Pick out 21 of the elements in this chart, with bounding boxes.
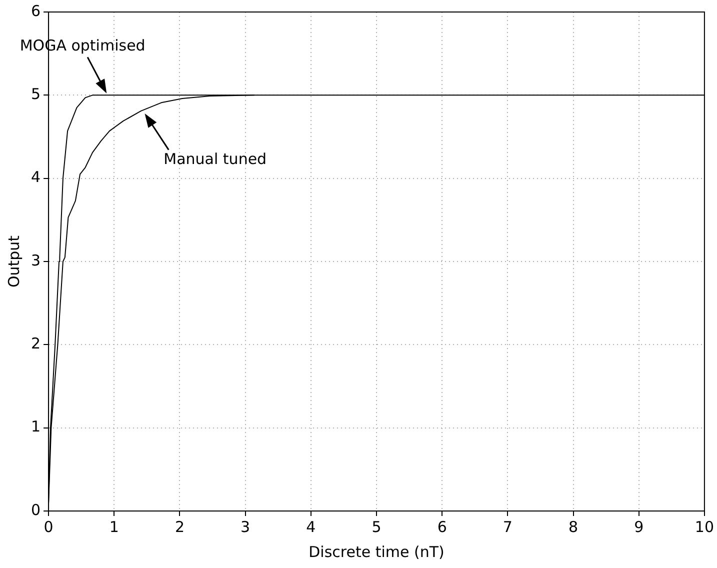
x-tick-label: 3 — [240, 518, 250, 536]
annotation: Manual tuned — [164, 150, 267, 168]
x-tick-label: 10 — [694, 518, 714, 536]
x-tick-label: 6 — [437, 518, 447, 536]
x-tick-label: 4 — [306, 518, 316, 536]
x-tick-label: 2 — [174, 518, 184, 536]
x-axis-title: Discrete time (nT) — [308, 542, 444, 561]
y-tick-label: 4 — [30, 168, 41, 186]
y-tick-label: 5 — [30, 85, 41, 104]
y-tick-label: 0 — [30, 500, 41, 519]
y-tick-label: 3 — [30, 251, 41, 270]
y-axis-title: Output — [4, 235, 23, 288]
y-tick-label: 6 — [30, 2, 41, 20]
x-tick-label: 1 — [109, 518, 119, 536]
x-tick-label: 7 — [502, 518, 512, 536]
x-tick-label: 5 — [372, 518, 382, 536]
x-tick-label: 9 — [634, 518, 644, 536]
x-tick-label: 8 — [568, 518, 578, 536]
y-tick-label: 2 — [30, 334, 41, 353]
y-tick-label: 1 — [30, 418, 41, 436]
x-tick-label: 0 — [44, 518, 54, 536]
